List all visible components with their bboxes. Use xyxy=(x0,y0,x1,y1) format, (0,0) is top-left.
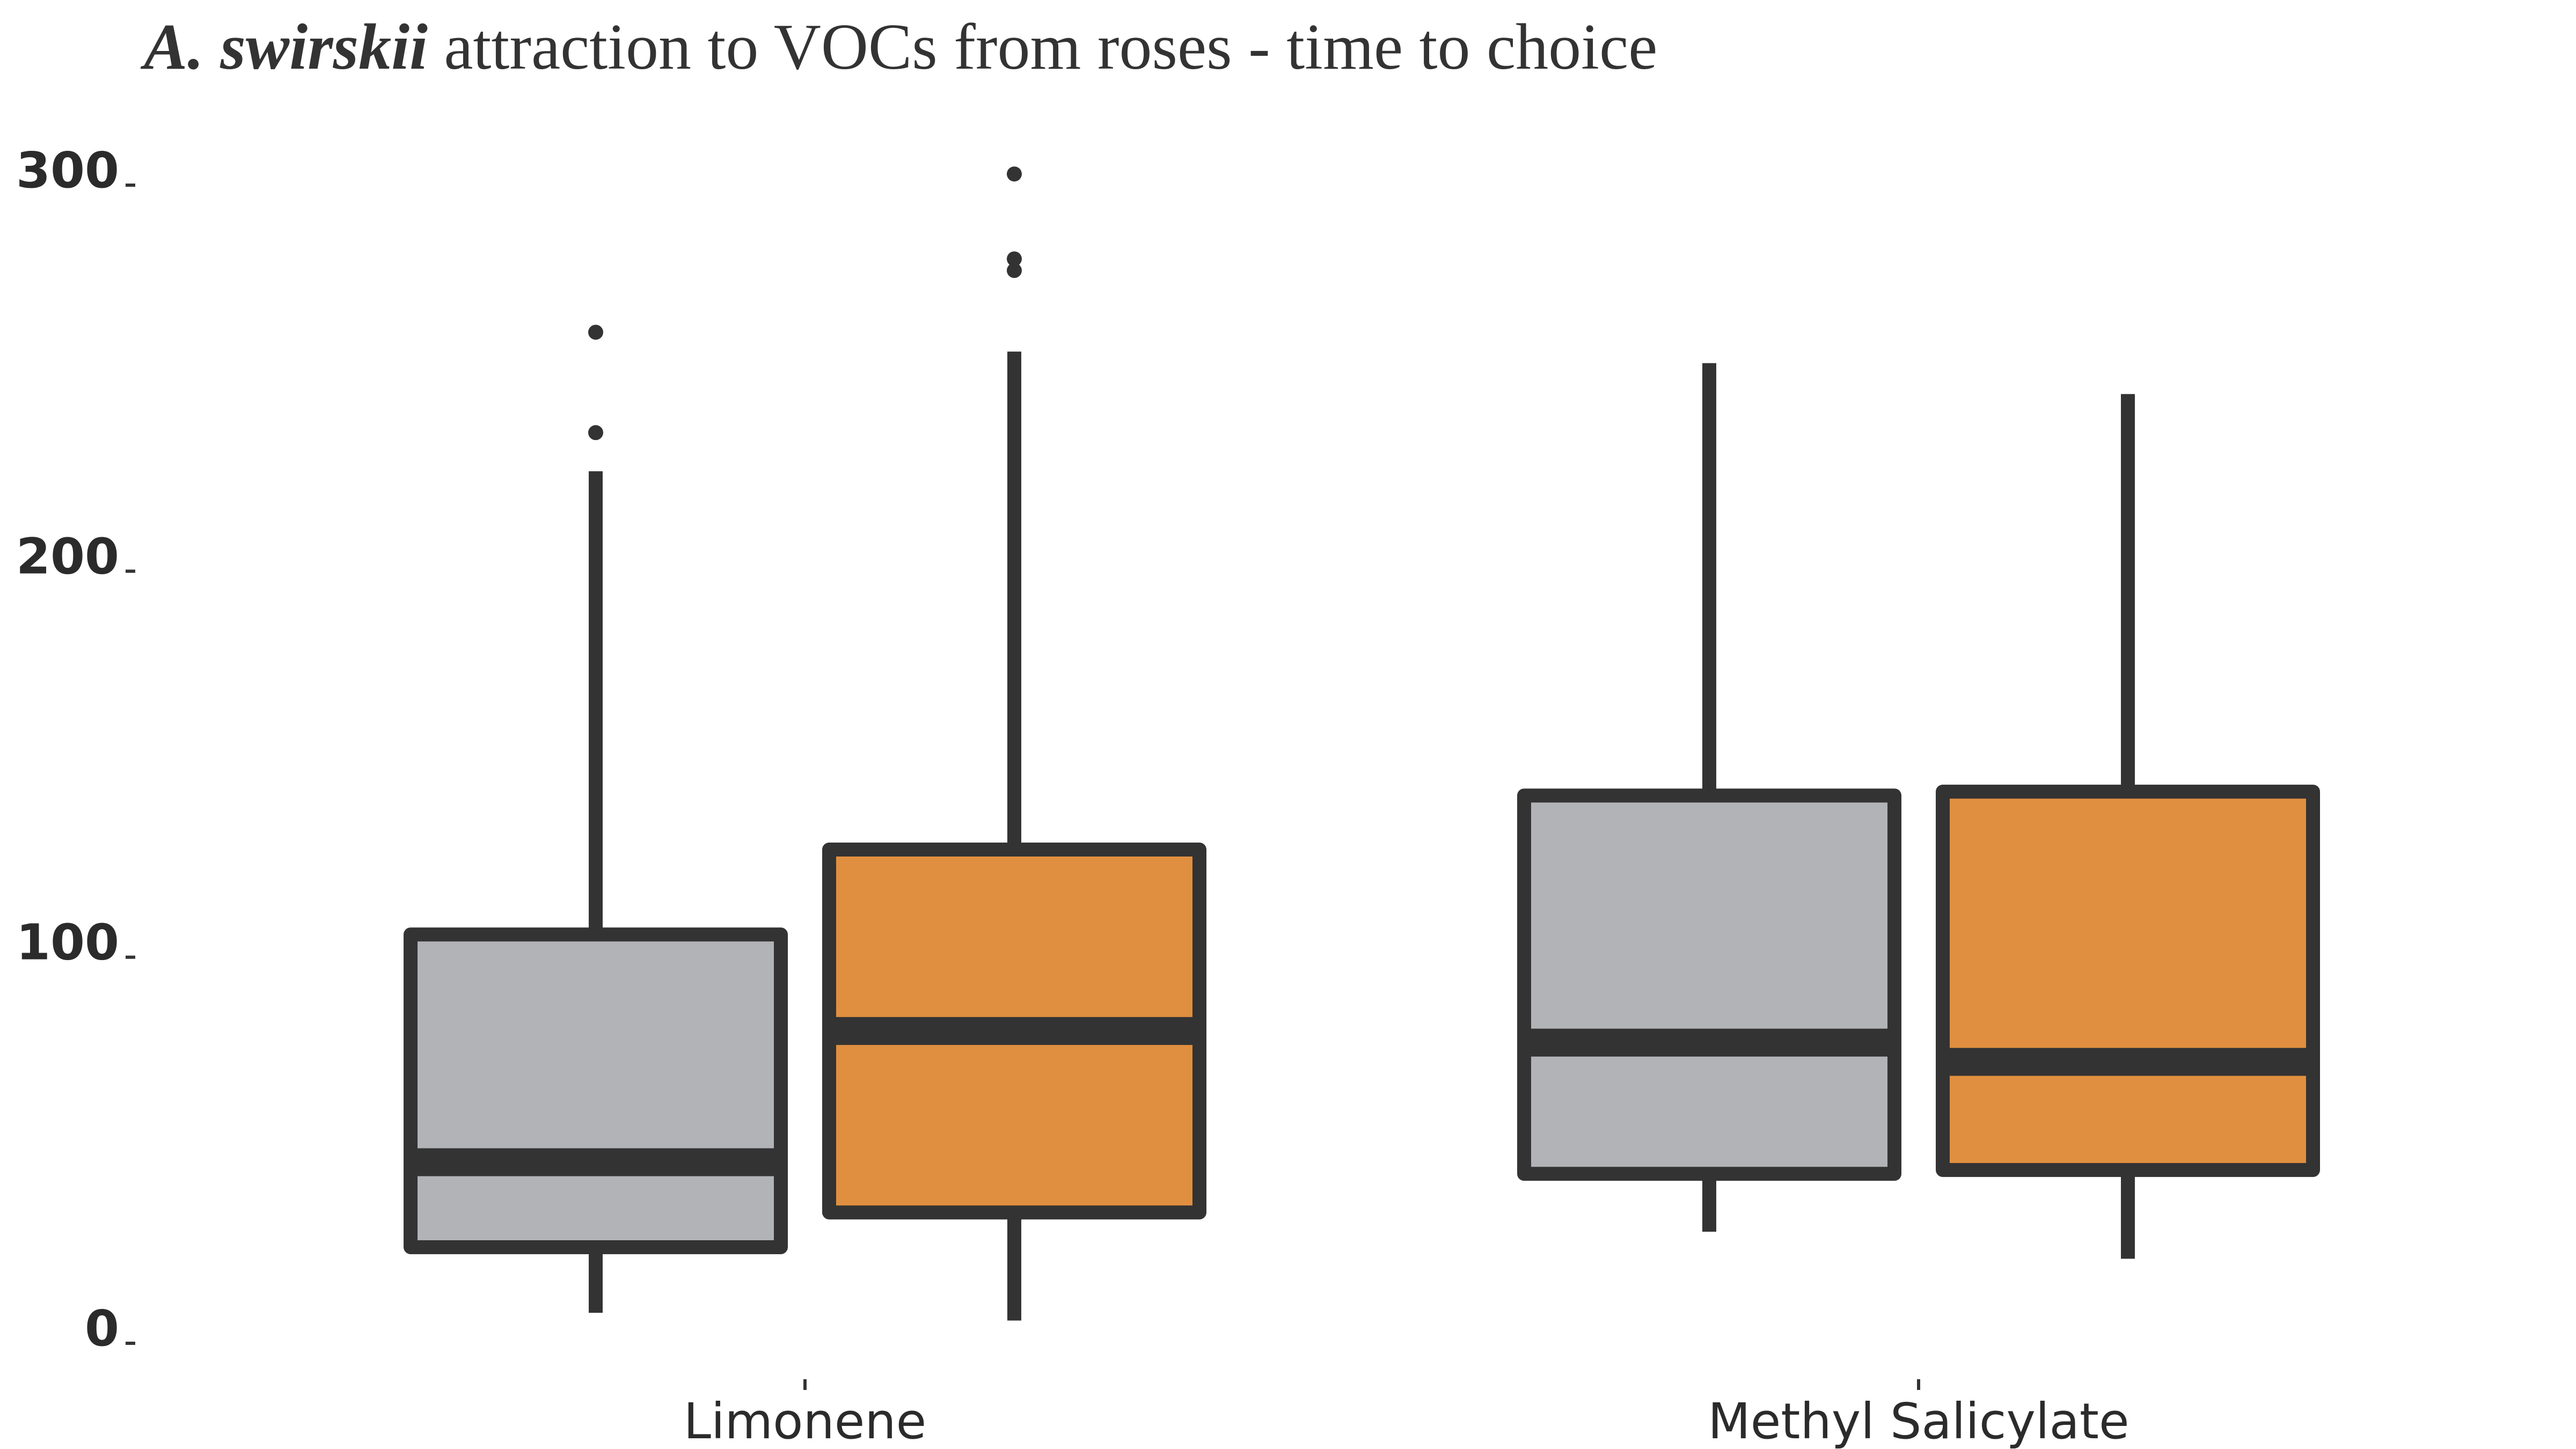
chart-title-species: A. swirskii xyxy=(140,11,428,83)
iqr-box xyxy=(404,927,788,1254)
chart-title-rest: attraction to VOCs from roses - time to … xyxy=(428,11,1658,83)
outlier-point xyxy=(1007,251,1022,267)
box-group xyxy=(1936,394,2320,1259)
y-tick-label: 0 xyxy=(85,1300,119,1357)
box-group xyxy=(404,325,788,1313)
y-axis: 0 100 200 300 xyxy=(16,142,135,1357)
chart-title: A. swirskii attraction to VOCs from rose… xyxy=(140,11,1657,83)
x-axis: Limonene Methyl Salicylate xyxy=(684,1379,2129,1449)
plot-area xyxy=(404,166,2320,1321)
box-group xyxy=(822,166,1206,1321)
iqr-box xyxy=(1517,788,1901,1181)
iqr-box xyxy=(1936,785,2320,1177)
y-tick-label: 200 xyxy=(16,528,119,585)
outlier-point xyxy=(1007,166,1022,182)
box-group xyxy=(1517,363,1901,1232)
outlier-point xyxy=(588,325,603,340)
x-category-label: Methyl Salicylate xyxy=(1708,1393,2129,1449)
y-tick-label: 300 xyxy=(16,142,119,199)
y-tick-label: 100 xyxy=(16,914,119,971)
outlier-point xyxy=(588,425,603,441)
x-category-label: Limonene xyxy=(684,1393,927,1449)
outlier-point xyxy=(1007,263,1022,279)
